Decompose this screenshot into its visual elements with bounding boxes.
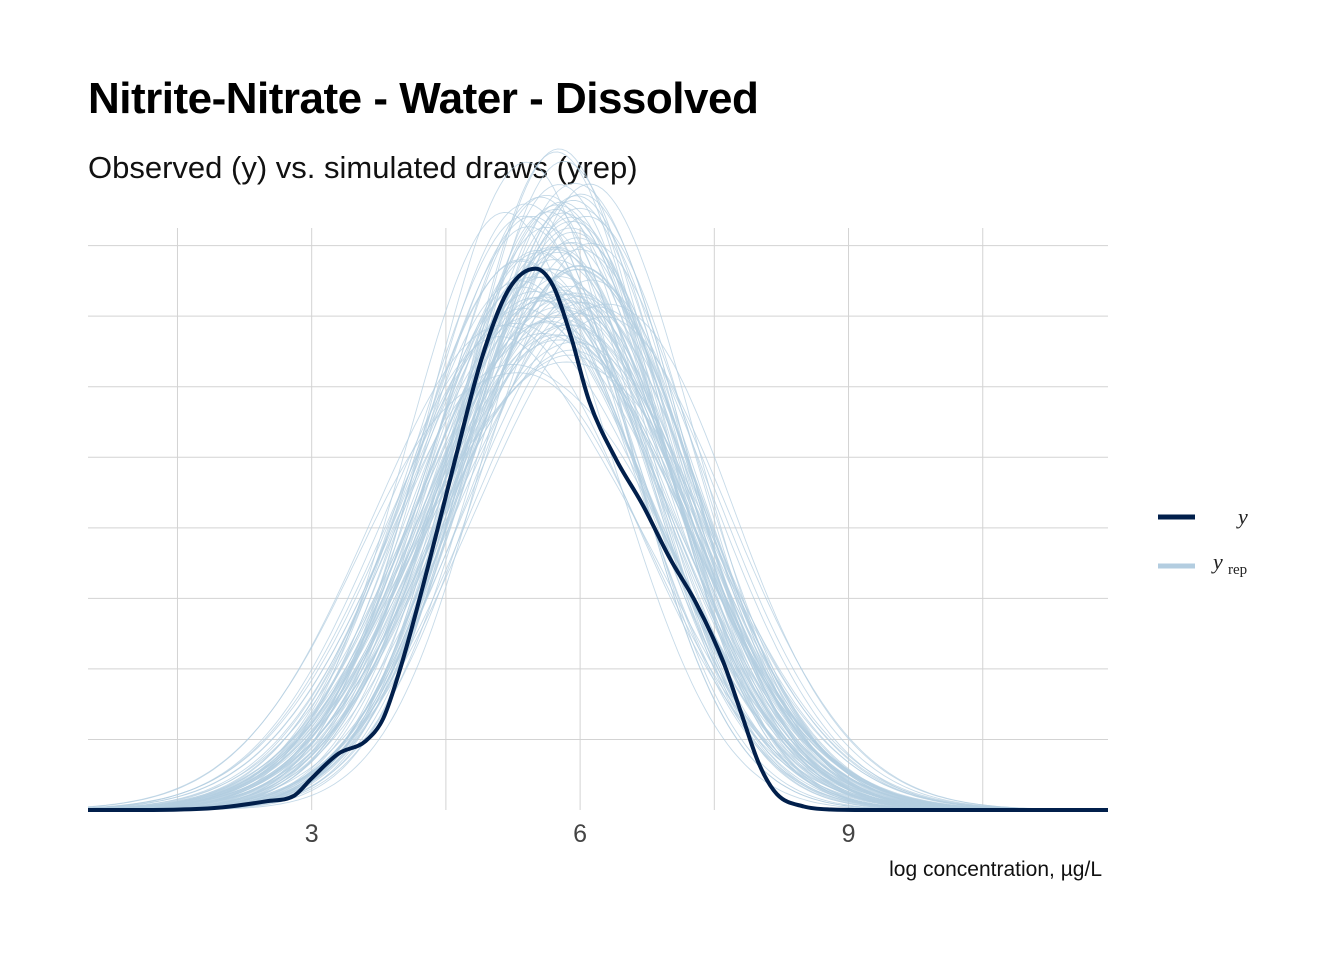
y-density-line xyxy=(88,266,1108,813)
yrep-draw-line xyxy=(88,324,1108,811)
yrep-draw-line xyxy=(87,316,1108,811)
yrep-draw-line xyxy=(88,203,1108,811)
yrep-draw-line xyxy=(87,361,1108,811)
x-axis-ticks: 3 6 9 xyxy=(305,820,856,848)
yrep-draw-line xyxy=(87,259,1108,811)
yrep-draw-line xyxy=(87,309,1108,811)
chart-title: Nitrite-Nitrate - Water - Dissolved xyxy=(88,74,759,123)
grid-lines xyxy=(88,228,1108,810)
yrep-draw-line xyxy=(87,335,1108,811)
yrep-draw-line xyxy=(88,302,1108,811)
legend: y y rep xyxy=(1158,504,1248,578)
yrep-draw-line xyxy=(88,204,1108,811)
x-tick-label: 6 xyxy=(573,820,587,848)
yrep-draw-line xyxy=(88,312,1108,811)
yrep-draw-line xyxy=(87,324,1108,811)
yrep-draw-line xyxy=(87,372,1108,811)
yrep-draw-line xyxy=(87,315,1108,811)
yrep-draw-line xyxy=(87,285,1108,811)
yrep-draw-line xyxy=(87,322,1108,811)
yrep-draw-line xyxy=(88,184,1108,811)
yrep-draw-line xyxy=(88,301,1108,811)
x-tick-label: 3 xyxy=(305,820,319,848)
legend-yrep-label: y xyxy=(1211,549,1223,574)
yrep-draw-line xyxy=(88,260,1108,811)
yrep-draw-line xyxy=(87,322,1108,811)
yrep-draw-line xyxy=(87,300,1108,811)
yrep-draw-line xyxy=(88,151,1108,811)
yrep-draw-line xyxy=(87,363,1108,811)
yrep-draw-line xyxy=(87,320,1108,811)
x-axis-label: log concentration, µg/L xyxy=(889,858,1102,881)
yrep-draw-line xyxy=(87,296,1108,811)
yrep-draw-line xyxy=(87,286,1108,811)
yrep-draw-line xyxy=(87,332,1109,811)
yrep-draws xyxy=(87,148,1109,811)
yrep-draw-line xyxy=(87,316,1108,811)
yrep-draw-line xyxy=(88,216,1108,811)
yrep-draw-line xyxy=(88,207,1108,811)
yrep-draw-line xyxy=(88,226,1108,811)
yrep-draw-line xyxy=(87,259,1108,811)
x-tick-label: 9 xyxy=(842,820,856,848)
yrep-draw-line xyxy=(88,324,1108,811)
yrep-draw-line xyxy=(88,161,1108,811)
yrep-draw-line xyxy=(87,334,1108,811)
legend-yrep-subscript: rep xyxy=(1228,562,1247,578)
yrep-draw-line xyxy=(87,300,1108,811)
legend-y-label: y xyxy=(1236,504,1248,529)
yrep-draw-line xyxy=(87,298,1108,811)
yrep-draw-line xyxy=(88,314,1109,811)
